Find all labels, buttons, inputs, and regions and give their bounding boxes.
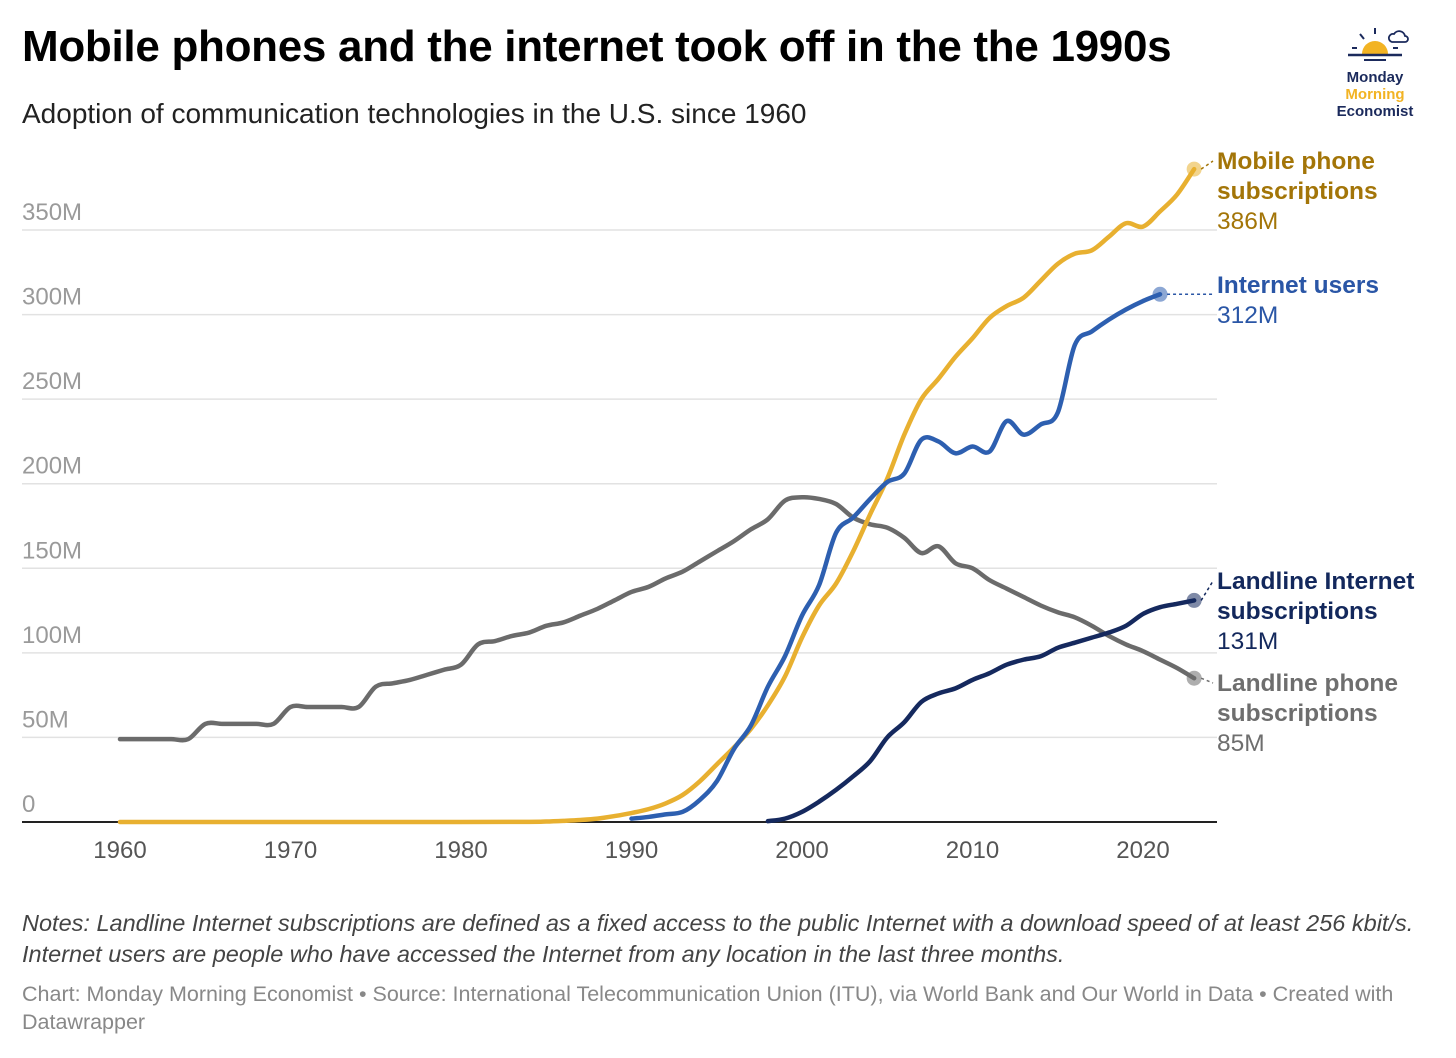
series-label: subscriptions: [1217, 700, 1378, 727]
y-tick-label: 200M: [22, 453, 82, 480]
series-end-value: 131M: [1217, 628, 1278, 655]
series-label: subscriptions: [1217, 178, 1378, 205]
x-tick-label: 1970: [264, 837, 317, 864]
series-line-internet-users: [629, 292, 1163, 821]
series-line-mobile-phone-subscriptions: [117, 166, 1197, 825]
series-line-landline-phone-subscriptions: [117, 494, 1197, 743]
series-end-value: 386M: [1217, 208, 1278, 235]
line-chart: 0 50M 100M 150M 200M 250M 300M 350M 1960 1970 198…: [22, 148, 1414, 864]
series-label: Internet users: [1217, 272, 1379, 299]
logo-text-monday: Monday: [1346, 69, 1404, 86]
y-axis-tick-labels: 0 50M 100M 150M 200M 250M 300M 350M: [22, 199, 82, 818]
x-tick-label: 1960: [93, 837, 146, 864]
x-tick-label: 2010: [946, 837, 999, 864]
end-point-mobile-phone-subscriptions: [1186, 161, 1202, 177]
end-point-landline-internet-subscriptions: [1186, 592, 1202, 608]
series-lines: [117, 161, 1202, 825]
series-end-value: 85M: [1217, 730, 1265, 757]
logo-text-morning: Morning: [1345, 86, 1405, 103]
y-tick-label: 150M: [22, 537, 82, 564]
series-line-landline-internet-subscriptions: [765, 598, 1197, 824]
label-leader-line: [1200, 677, 1214, 684]
x-axis-tick-labels: 1960 1970 1980 1990 2000 2010 2020: [93, 837, 1169, 864]
chart-source: Chart: Monday Morning Economist • Source…: [22, 982, 1394, 1034]
series-label: subscriptions: [1217, 598, 1378, 625]
label-leader-line: [1200, 160, 1214, 170]
y-tick-label: 50M: [22, 706, 69, 733]
logo-text-economist: Economist: [1336, 103, 1414, 120]
label-leader-line: [1200, 580, 1214, 601]
monday-morning-economist-logo: Monday Morning Economist: [1325, 24, 1425, 120]
series-label: Landline Internet: [1217, 568, 1414, 595]
gridlines: [22, 229, 1217, 823]
y-tick-label: 0: [22, 791, 35, 818]
y-tick-label: 300M: [22, 284, 82, 311]
series-labels: Landline phone subscriptions 85M Mobile pho…: [1167, 148, 1414, 757]
series-label: Mobile phone: [1217, 148, 1375, 175]
end-point-landline-phone-subscriptions: [1186, 670, 1202, 686]
chart-notes: Notes: Landline Internet subscriptions a…: [22, 910, 1414, 967]
chart-title: Mobile phones and the internet took off …: [22, 22, 1172, 71]
sunrise-icon: [1348, 28, 1409, 61]
series-label: Landline phone: [1217, 670, 1398, 697]
x-tick-label: 2020: [1116, 837, 1169, 864]
y-tick-label: 350M: [22, 199, 82, 226]
x-tick-label: 1990: [605, 837, 658, 864]
y-tick-label: 100M: [22, 622, 82, 649]
y-tick-label: 250M: [22, 368, 82, 395]
series-end-value: 312M: [1217, 302, 1278, 329]
x-tick-label: 1980: [434, 837, 487, 864]
end-point-internet-users: [1152, 286, 1168, 302]
x-tick-label: 2000: [775, 837, 828, 864]
chart-subtitle: Adoption of communication technologies i…: [22, 98, 807, 129]
